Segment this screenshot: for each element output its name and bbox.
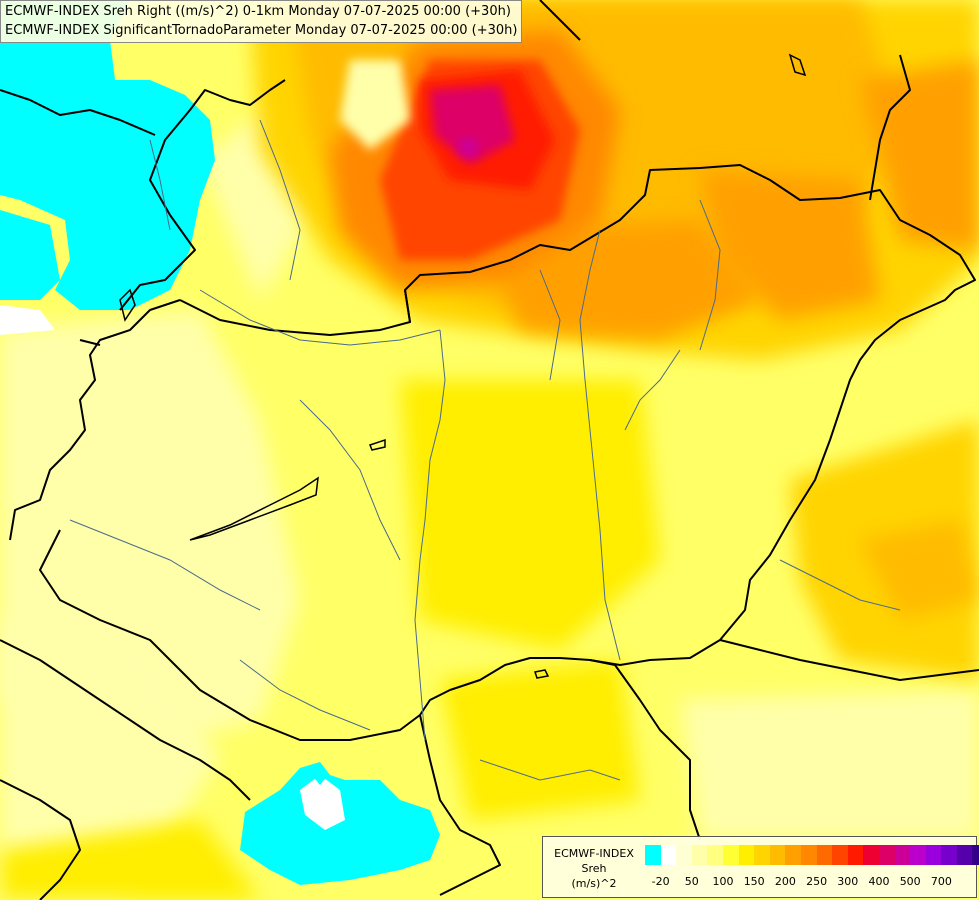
legend-name-line-3: (m/s)^2 [571, 877, 617, 890]
legend-tick-label: 150 [743, 875, 765, 888]
legend-swatch-17 [910, 845, 926, 865]
legend-swatch-9 [785, 845, 801, 865]
legend-swatch-13 [847, 845, 864, 865]
legend-tick-label: 500 [899, 875, 921, 888]
rivers [69, 119, 901, 781]
legend-swatch-2 [676, 845, 692, 865]
legend-swatch-8 [769, 845, 786, 865]
legend-tick-label: 400 [868, 875, 890, 888]
legend-swatch-0 [645, 845, 661, 865]
legend-name-line-2: Sreh [581, 862, 607, 875]
title-line-stp: ECMWF-INDEX SignificantTornadoParameter … [5, 23, 518, 38]
cyan-regions [0, 0, 440, 885]
legend-tick-label: 100 [712, 875, 734, 888]
title-line-sreh: ECMWF-INDEX Sreh Right ((m/s)^2) 0-1km M… [5, 4, 511, 19]
legend-swatch-3 [691, 845, 708, 865]
legend-names: ECMWF-INDEX Sreh (m/s)^2 [547, 846, 641, 891]
legend-tick-label: 250 [806, 875, 828, 888]
lakes [119, 53, 807, 679]
legend-swatch-10 [800, 845, 817, 865]
legend-ticks: -20 50 100 150 200 250 300 400 500 700 [645, 875, 975, 889]
legend-swatch-7 [754, 845, 770, 865]
legend-tick-label: -20 [651, 875, 670, 888]
legend-swatch-20 [956, 845, 973, 865]
legend-swatch-6 [738, 845, 755, 865]
legend-swatch-15 [878, 845, 895, 865]
legend-swatch-18 [925, 845, 942, 865]
color-legend: ECMWF-INDEX Sreh (m/s)^2 -20 50 100 150 200 2… [542, 836, 979, 898]
legend-swatch-4 [707, 845, 723, 865]
legend-swatch-12 [832, 845, 848, 865]
legend-swatch-14 [863, 845, 879, 865]
legend-swatch-11 [816, 845, 833, 865]
legend-swatch-16 [894, 845, 911, 865]
legend-name-line-1: ECMWF-INDEX [554, 847, 634, 860]
legend-swatch-1 [660, 845, 677, 865]
legend-tick-label: 700 [930, 875, 952, 888]
map-title-box: ECMWF-INDEX Sreh Right ((m/s)^2) 0-1km M… [0, 0, 523, 43]
legend-tick-label: 300 [837, 875, 859, 888]
legend-swatch-21 [972, 845, 979, 865]
legend-swatch-19 [941, 845, 957, 865]
legend-tick-label: 50 [684, 875, 699, 888]
legend-swatch-5 [722, 845, 739, 865]
legend-tick-label: 200 [774, 875, 796, 888]
legend-color-bar [645, 845, 979, 865]
